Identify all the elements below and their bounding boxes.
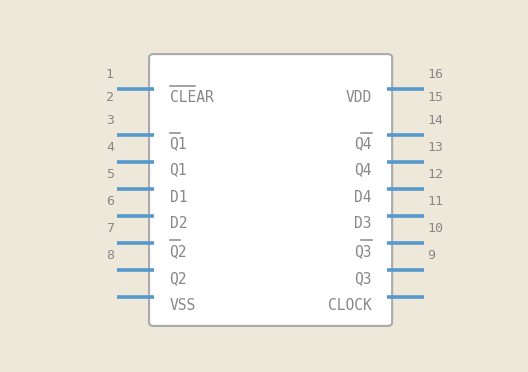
Text: 4: 4: [106, 141, 114, 154]
Text: D4: D4: [354, 190, 372, 205]
Text: 2: 2: [106, 92, 114, 105]
Text: 15: 15: [427, 92, 444, 105]
Text: 9: 9: [427, 249, 435, 262]
Text: Q3: Q3: [354, 244, 372, 259]
Text: Q1: Q1: [169, 162, 187, 177]
Text: D1: D1: [169, 190, 187, 205]
Text: 3: 3: [106, 115, 114, 128]
Text: Q2: Q2: [169, 244, 187, 259]
Text: 6: 6: [106, 195, 114, 208]
Text: Q3: Q3: [354, 271, 372, 286]
Text: Q2: Q2: [169, 271, 187, 286]
Text: CLEAR: CLEAR: [169, 90, 213, 105]
Text: 13: 13: [427, 141, 444, 154]
Text: Q4: Q4: [354, 162, 372, 177]
Text: VSS: VSS: [169, 298, 196, 313]
Text: 11: 11: [427, 195, 444, 208]
Text: 10: 10: [427, 222, 444, 235]
Text: 12: 12: [427, 169, 444, 182]
Text: 8: 8: [106, 249, 114, 262]
Text: 1: 1: [106, 68, 114, 81]
Text: D2: D2: [169, 216, 187, 231]
Text: 5: 5: [106, 169, 114, 182]
FancyBboxPatch shape: [149, 54, 392, 326]
Text: 7: 7: [106, 222, 114, 235]
Text: VDD: VDD: [345, 90, 372, 105]
Text: Q4: Q4: [354, 136, 372, 151]
Text: 14: 14: [427, 115, 444, 128]
Text: Q1: Q1: [169, 136, 187, 151]
Text: D3: D3: [354, 216, 372, 231]
Text: CLOCK: CLOCK: [328, 298, 372, 313]
Text: 16: 16: [427, 68, 444, 81]
